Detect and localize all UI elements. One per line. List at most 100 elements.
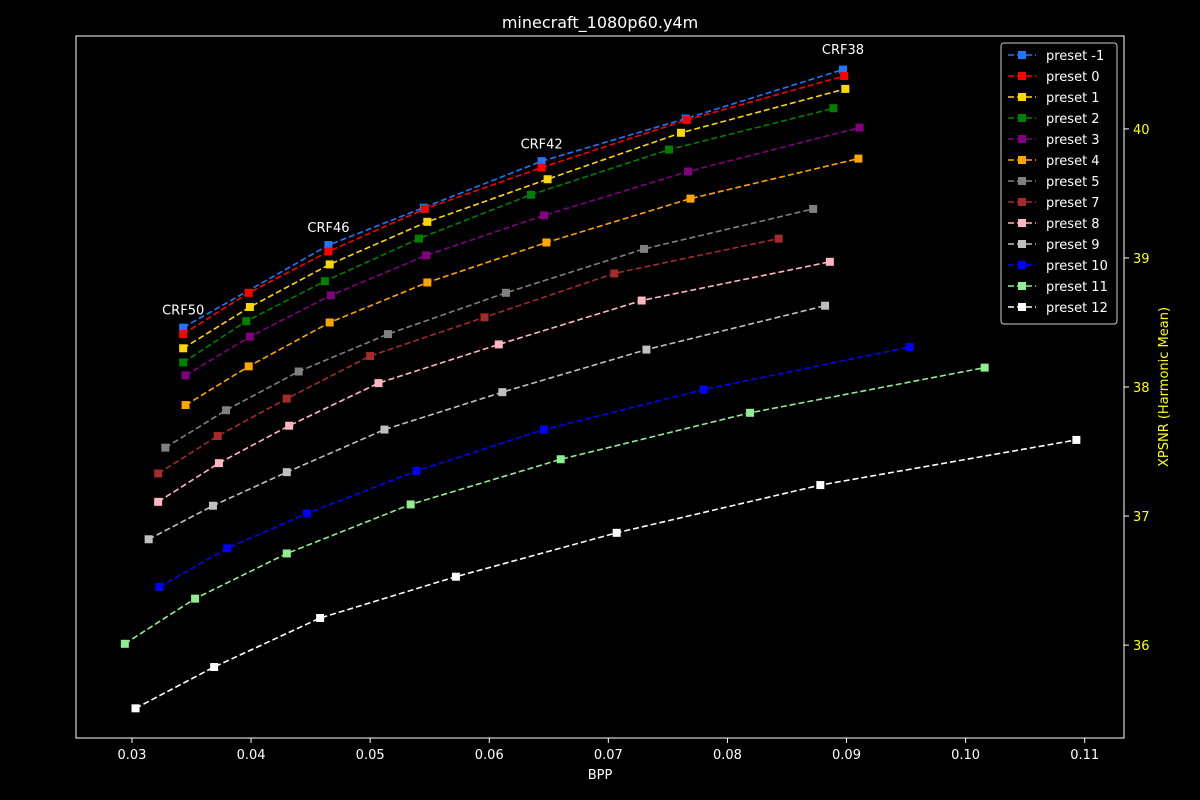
data-point <box>640 244 649 253</box>
legend-marker <box>1018 177 1026 185</box>
legend-marker <box>1018 156 1026 164</box>
data-point <box>423 217 432 226</box>
data-point <box>838 65 847 74</box>
data-point <box>501 288 510 297</box>
data-point <box>854 154 863 163</box>
series-preset-9 <box>144 301 830 544</box>
data-point <box>223 544 232 553</box>
data-point <box>179 330 188 339</box>
data-point <box>325 260 334 269</box>
data-point <box>245 302 254 311</box>
legend-item: preset 9 <box>1008 238 1100 253</box>
data-point <box>179 344 188 353</box>
legend-item: preset 7 <box>1008 196 1100 211</box>
legend-item: preset 10 <box>1008 259 1108 274</box>
legend-marker <box>1018 303 1026 311</box>
legend-label: preset 9 <box>1046 238 1100 253</box>
data-point <box>320 277 329 286</box>
legend-item: preset 4 <box>1008 154 1100 169</box>
legend-label: preset 0 <box>1046 70 1100 85</box>
data-point <box>686 194 695 203</box>
data-point <box>612 528 621 537</box>
data-point <box>406 500 415 509</box>
data-point <box>380 425 389 434</box>
y-axis: 36 37 38 39 40 <box>1124 123 1150 654</box>
legend-item: preset 1 <box>1008 91 1100 106</box>
crf-annotation: CRF50 <box>162 304 204 319</box>
legend-label: preset 4 <box>1046 154 1100 169</box>
legend-label: preset 11 <box>1046 280 1108 295</box>
data-point <box>676 128 685 137</box>
data-point <box>841 84 850 93</box>
legend-item: preset 12 <box>1008 301 1108 316</box>
legend-label: preset 1 <box>1046 91 1100 106</box>
legend-label: preset 5 <box>1046 175 1100 190</box>
data-point <box>285 421 294 430</box>
x-axis: 0.03 0.04 0.05 0.06 0.07 0.08 0.09 0.10 0.11 <box>117 738 1099 763</box>
data-point <box>316 613 325 622</box>
data-point <box>282 549 291 558</box>
y-tick-label: 40 <box>1133 123 1150 138</box>
data-point <box>682 115 691 124</box>
annotation-layer: CRF50 CRF46 CRF42 CRF38 <box>162 43 864 319</box>
legend-marker <box>1018 261 1026 269</box>
data-point <box>774 234 783 243</box>
data-point <box>374 379 383 388</box>
series-preset-10 <box>155 342 914 592</box>
chart-title: minecraft_1080p60.y4m <box>502 13 698 33</box>
x-tick-label: 0.06 <box>475 748 504 763</box>
data-point <box>610 269 619 278</box>
legend-item: preset 8 <box>1008 217 1100 232</box>
series-preset-3 <box>181 123 864 380</box>
data-point <box>208 501 217 510</box>
legend: preset -1 preset 0 preset 1 preset 2 preset … <box>1000 42 1118 325</box>
data-point <box>154 497 163 506</box>
data-point <box>325 318 334 327</box>
y-tick-label: 37 <box>1133 510 1150 525</box>
data-point <box>324 247 333 256</box>
legend-marker <box>1018 135 1026 143</box>
data-point <box>684 167 693 176</box>
data-point <box>642 345 651 354</box>
series-preset-0 <box>179 72 849 339</box>
series-preset-12 <box>131 435 1081 713</box>
series-preset-8 <box>154 257 834 506</box>
data-point <box>412 466 421 475</box>
legend-label: preset -1 <box>1046 49 1104 64</box>
data-point <box>821 301 830 310</box>
data-point <box>825 257 834 266</box>
data-point <box>181 371 190 380</box>
legend-item: preset 3 <box>1008 133 1100 148</box>
data-point <box>746 408 755 417</box>
x-tick-label: 0.08 <box>713 748 742 763</box>
data-point <box>480 313 489 322</box>
x-tick-label: 0.03 <box>117 748 146 763</box>
legend-marker <box>1018 93 1026 101</box>
y-tick-label: 36 <box>1133 639 1150 654</box>
x-tick-label: 0.05 <box>356 748 385 763</box>
data-point <box>384 330 393 339</box>
data-point <box>179 323 188 332</box>
data-point <box>540 425 549 434</box>
data-point <box>540 211 549 220</box>
y-axis-label: XPSNR (Harmonic Mean) <box>1157 307 1172 467</box>
data-point <box>222 406 231 415</box>
data-point <box>245 332 254 341</box>
legend-marker <box>1018 282 1026 290</box>
data-point <box>366 352 375 361</box>
data-point <box>423 278 432 287</box>
data-point <box>294 367 303 376</box>
data-point <box>131 704 140 713</box>
data-point <box>422 251 431 260</box>
data-point <box>543 175 552 184</box>
data-point <box>214 459 223 468</box>
legend-item: preset 0 <box>1008 70 1100 85</box>
data-point <box>980 363 989 372</box>
legend-marker <box>1018 51 1026 59</box>
data-point <box>242 317 251 326</box>
data-point <box>556 455 565 464</box>
data-point <box>542 238 551 247</box>
x-axis-label: BPP <box>588 768 613 783</box>
legend-marker <box>1018 72 1026 80</box>
